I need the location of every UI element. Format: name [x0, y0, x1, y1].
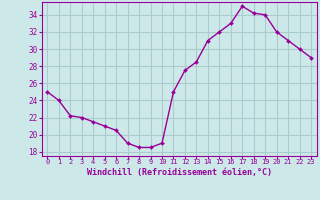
X-axis label: Windchill (Refroidissement éolien,°C): Windchill (Refroidissement éolien,°C): [87, 168, 272, 177]
